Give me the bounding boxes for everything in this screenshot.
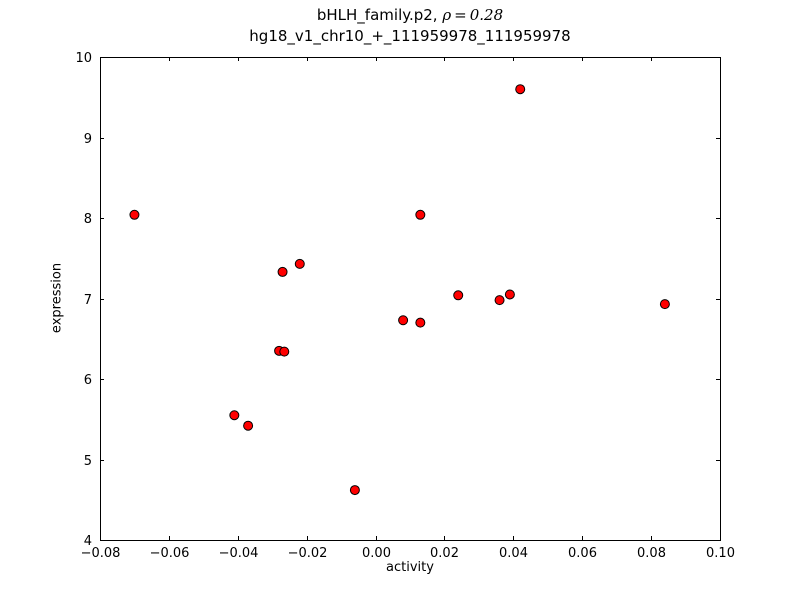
x-tick-label: 0.06 <box>568 546 597 561</box>
x-tick-label: 0.00 <box>362 546 391 561</box>
y-tick-label: 9 <box>84 132 92 147</box>
x-tick-label: 0.04 <box>499 546 528 561</box>
data-point <box>398 315 409 326</box>
data-point <box>415 317 426 328</box>
data-point <box>279 346 290 357</box>
y-tick-label: 10 <box>75 51 92 66</box>
chart-title-text: bHLH_family.p2, <box>316 6 443 24</box>
x-tick-label: −0.04 <box>219 546 259 561</box>
y-tick-label: 8 <box>84 212 92 227</box>
chart-subtitle: hg18_v1_chr10_+_111959978_111959978 <box>249 27 571 45</box>
y-tick-label: 5 <box>84 454 92 469</box>
data-point <box>349 485 360 496</box>
chart-title-rho-value: ρ = 0.28 <box>442 6 504 24</box>
x-tick-label: −0.02 <box>288 546 328 561</box>
x-tick-label: −0.06 <box>150 546 190 561</box>
chart-title: bHLH_family.p2, ρ = 0.28 <box>100 5 720 25</box>
x-axis-label: activity <box>386 560 434 575</box>
plot-frame <box>100 57 721 541</box>
data-point <box>415 209 426 220</box>
x-tick-label: 0.08 <box>637 546 666 561</box>
x-tick-label: 0.10 <box>706 546 735 561</box>
data-point <box>229 410 240 421</box>
y-tick-label: 4 <box>84 534 92 549</box>
y-axis-label: expression <box>49 262 65 334</box>
data-point <box>659 299 670 310</box>
data-point <box>504 289 515 300</box>
y-tick-label: 6 <box>84 373 92 388</box>
x-tick-label: −0.08 <box>81 546 121 561</box>
data-point <box>277 266 288 277</box>
data-point <box>515 84 526 95</box>
y-tick-label: 7 <box>84 293 92 308</box>
data-point <box>294 258 305 269</box>
data-point <box>243 420 254 431</box>
data-point <box>129 209 140 220</box>
data-point <box>453 290 464 301</box>
data-point <box>494 295 505 306</box>
x-tick-label: 0.02 <box>430 546 459 561</box>
